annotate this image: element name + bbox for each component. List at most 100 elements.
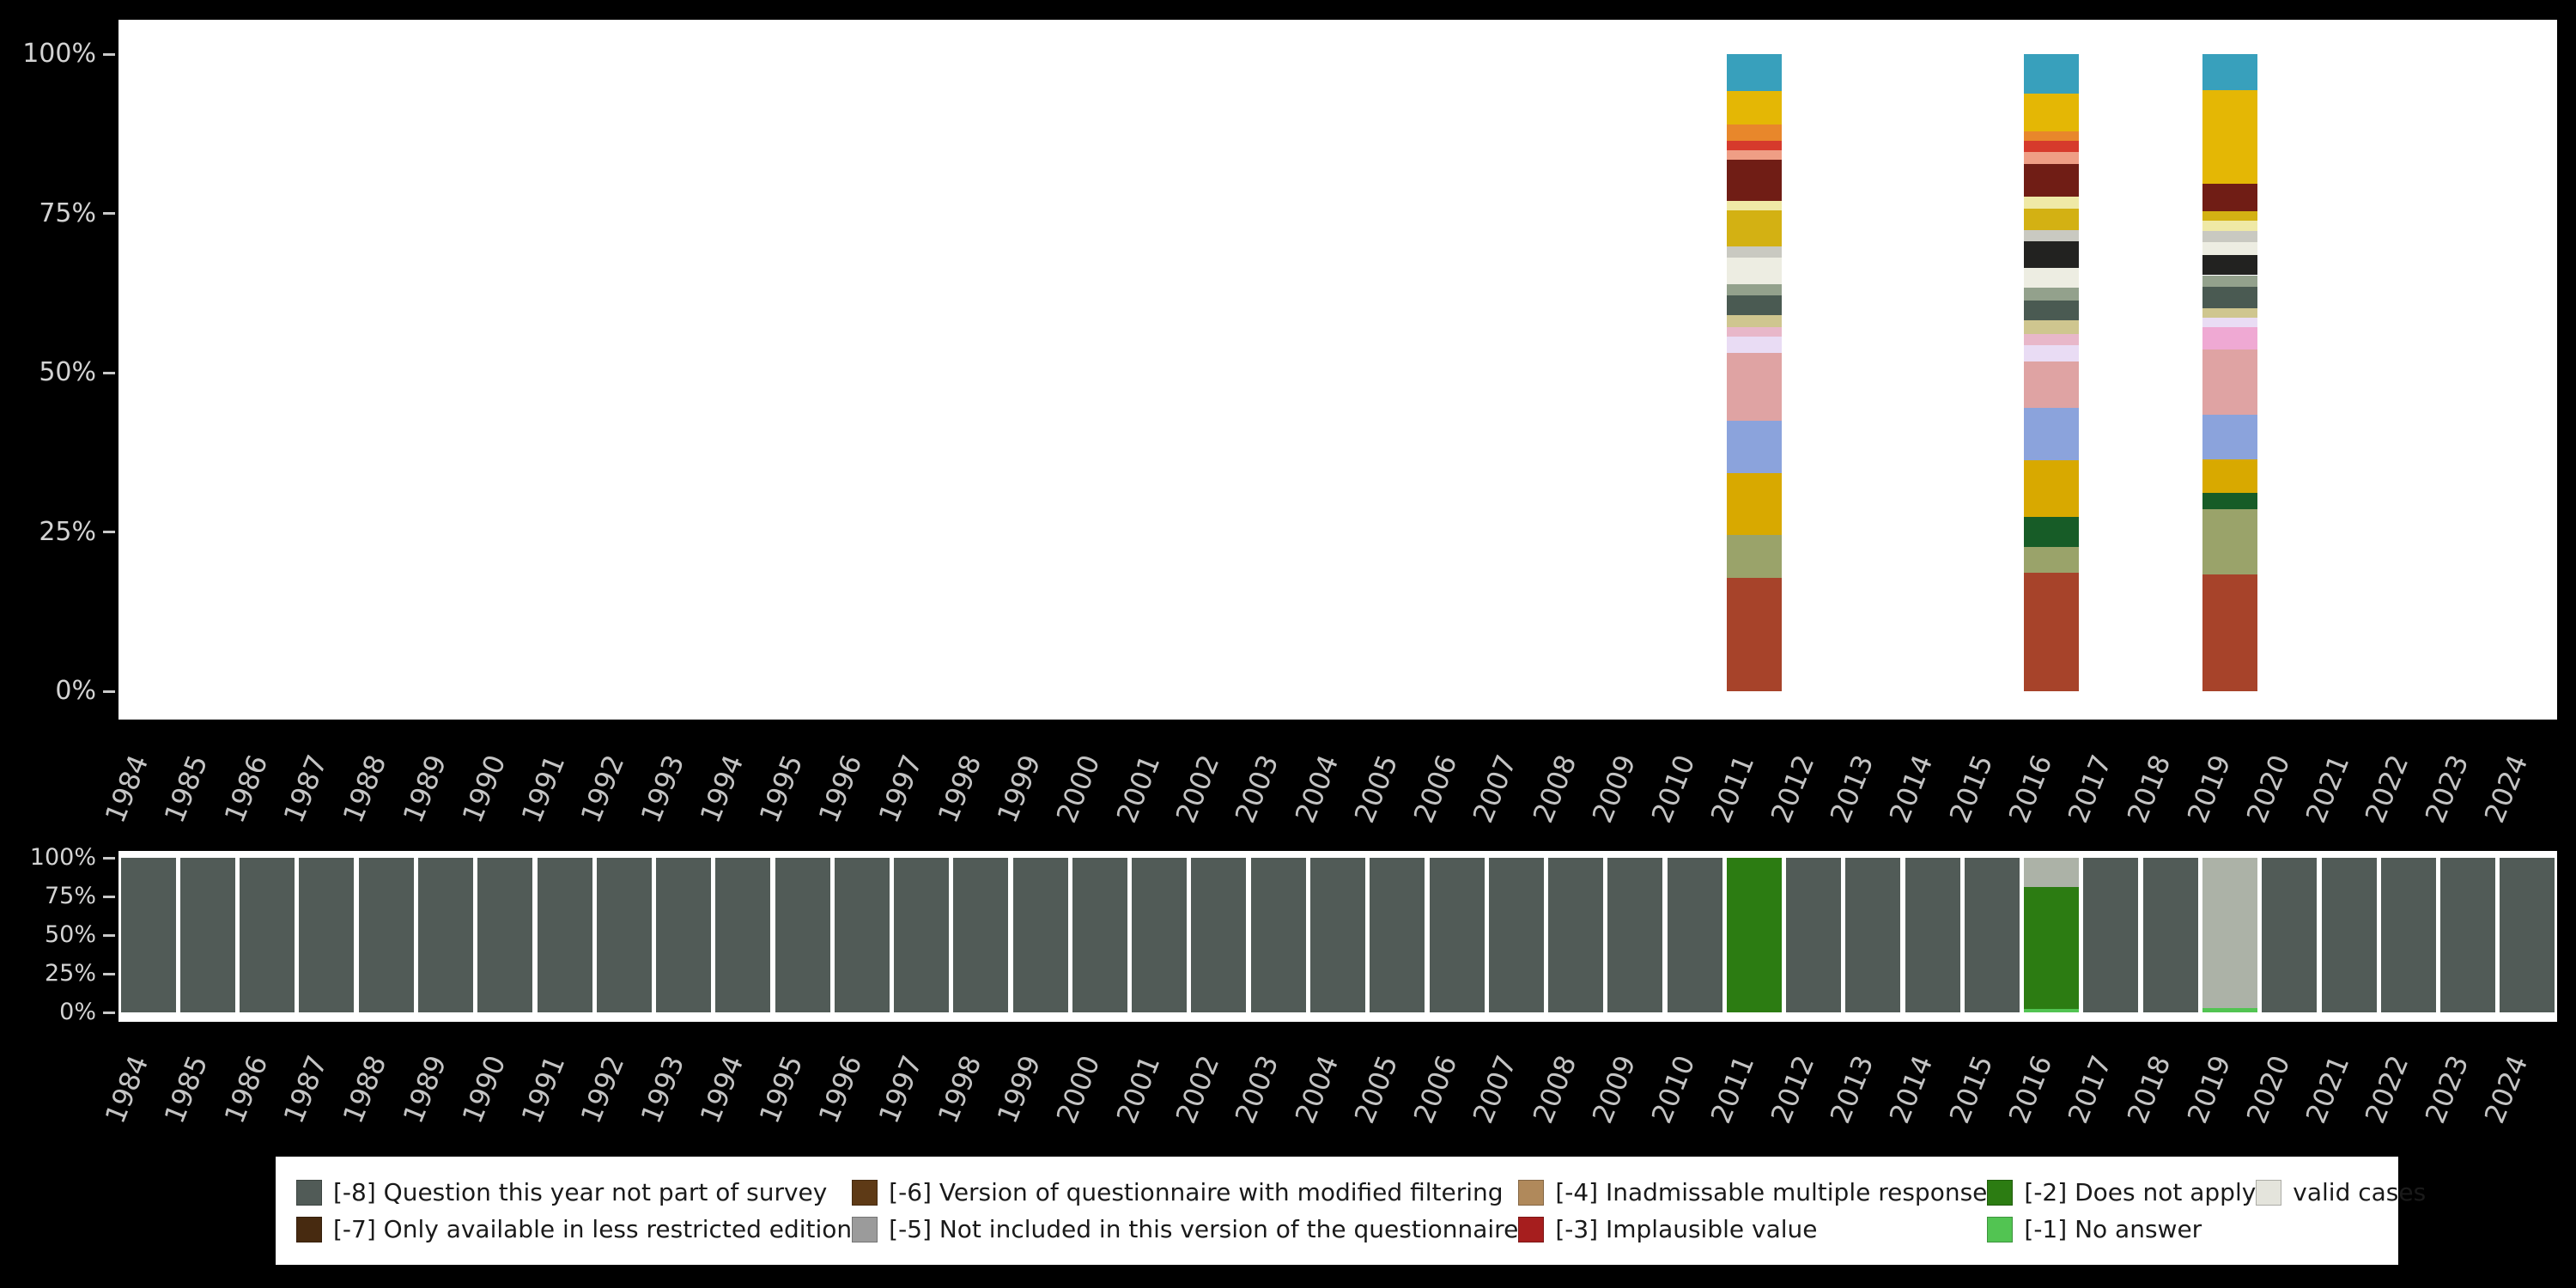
distribution-bar-segment-2016 [2024,94,2080,131]
x-tick-label-text: 1995 [752,1050,810,1128]
distribution-bar-segment-2011 [1726,577,1782,691]
x-tick-label-text: 2011 [1704,750,1761,828]
y-tick-mark [103,1011,115,1014]
missing-bar-segment-2019 [2202,1007,2258,1012]
distribution-bar-segment-2011 [1726,160,1782,201]
distribution-bar-segment-2016 [2024,208,2080,230]
x-tick-label-text: 2010 [1644,750,1702,828]
distribution-bar-segment-2016 [2024,459,2080,518]
missing-bar-segment-2008 [1548,858,1604,1012]
x-tick-label-text: 2012 [1764,1050,1821,1128]
answer-distribution-plot-area [118,54,2557,691]
distribution-bar-segment-2019 [2202,275,2258,287]
x-tick-label-text: 2008 [1526,750,1583,828]
x-tick-label-text: 1991 [514,750,572,828]
x-tick-label-text: 1999 [990,750,1048,828]
x-tick-label-text: 2007 [1467,1050,1523,1128]
legend-label: [-2] Does not apply [2024,1178,2257,1206]
x-tick-label-text: 1988 [336,750,393,828]
distribution-bar-segment-2011 [1726,420,1782,473]
x-tick-label-text: 2000 [1050,1050,1107,1128]
x-tick-label-text: 1998 [931,750,988,828]
x-tick-label-text: 2014 [1882,750,1940,828]
x-tick-label-text: 1994 [693,750,750,828]
x-tick-label-text: 2009 [1585,750,1643,828]
missing-bar-segment-2009 [1607,858,1663,1012]
distribution-bar-segment-2019 [2202,255,2258,276]
legend-item: [-8] Question this year not part of surv… [296,1178,852,1206]
distribution-bar-segment-2019 [2202,90,2258,184]
missing-bar-segment-2007 [1488,858,1544,1012]
x-tick-label-text: 1991 [514,1050,572,1128]
distribution-bar-segment-2019 [2202,414,2258,459]
missing-bar-segment-2004 [1310,858,1365,1012]
legend-label: [-7] Only available in less restricted e… [333,1215,853,1243]
missing-bar-segment-1989 [417,858,473,1012]
y-tick-mark [103,371,115,374]
distribution-bar-segment-2019 [2202,54,2258,91]
missing-bar-segment-2012 [1786,858,1842,1012]
missing-bar-segment-2024 [2500,858,2555,1012]
x-tick-label-text: 2021 [2299,1050,2356,1128]
x-tick-label-text: 2015 [1942,1050,1999,1128]
x-tick-label-text: 1990 [455,750,513,828]
x-tick-label-text: 2004 [1288,1050,1345,1128]
legend-label: [-3] Implausible value [1555,1215,1818,1243]
distribution-bar-segment-2019 [2202,221,2258,231]
legend-swatch [852,1216,878,1242]
missing-overview-chart-panel [118,851,2557,1022]
distribution-bar-segment-2011 [1726,258,1782,284]
x-tick-label-text: 1984 [98,1050,155,1128]
missing-bar-segment-2019 [2202,858,2258,1008]
distribution-bar-segment-2016 [2024,407,2080,460]
missing-bar-segment-2018 [2142,858,2198,1012]
distribution-bar-segment-2016 [2024,197,2080,209]
x-tick-label-text: 1985 [158,750,215,828]
x-tick-label-text: 2017 [2061,1050,2118,1128]
missing-bar-segment-2017 [2083,858,2139,1012]
missing-bar-segment-2006 [1429,858,1485,1012]
distribution-bar-segment-2016 [2024,361,2080,408]
legend-label: [-4] Inadmissable multiple response [1555,1178,1988,1206]
x-tick-label-text: 1987 [276,750,334,828]
distribution-bar-segment-2016 [2024,333,2080,346]
x-tick-label-text: 2002 [1169,1050,1226,1128]
missing-bar-segment-2003 [1250,858,1306,1012]
x-tick-label-text: 2016 [2002,1050,2059,1128]
x-tick-label-text: 1992 [574,1050,631,1128]
y-tick-label: 25% [44,960,96,987]
x-tick-label-text: 1986 [217,1050,275,1128]
x-tick-label-text: 2007 [1467,750,1523,828]
x-tick-label-text: 2003 [1228,1050,1285,1128]
x-tick-label-text: 2012 [1764,750,1821,828]
missing-bar-segment-1992 [596,858,652,1012]
distribution-bar-segment-2016 [2024,229,2080,242]
legend-swatch [2256,1179,2282,1206]
y-tick-label: 100% [29,844,96,872]
distribution-bar-segment-2011 [1726,200,1782,210]
distribution-bar-segment-2019 [2202,308,2258,319]
legend-item: [-1] No answer [1987,1215,2256,1243]
distribution-bar-segment-2016 [2024,54,2080,94]
distribution-bar-segment-2016 [2024,131,2080,141]
x-tick-label-text: 2019 [2180,1050,2238,1128]
x-tick-label-text: 1996 [812,1050,869,1128]
missing-bar-segment-2005 [1370,858,1425,1012]
y-tick-mark [103,212,115,215]
legend-swatch [852,1179,878,1206]
y-tick-label: 0% [55,676,96,707]
missing-bar-segment-1985 [179,858,235,1012]
x-tick-label-text: 2000 [1050,750,1107,828]
y-tick-label: 100% [22,39,96,70]
x-tick-label-text: 2004 [1288,750,1345,828]
missing-bar-segment-2020 [2262,858,2318,1012]
legend-label: [-1] No answer [2024,1215,2202,1243]
legend-label: [-5] Not included in this version of the… [889,1215,1519,1243]
x-tick-label-text: 1987 [276,1050,334,1128]
distribution-bar-segment-2011 [1726,124,1782,141]
x-tick-label-text: 1998 [931,1050,988,1128]
distribution-bar-segment-2016 [2024,267,2080,288]
answer-distribution-chart-panel [118,20,2557,720]
distribution-bar-segment-2016 [2024,546,2080,573]
distribution-bar-segment-2011 [1726,535,1782,578]
